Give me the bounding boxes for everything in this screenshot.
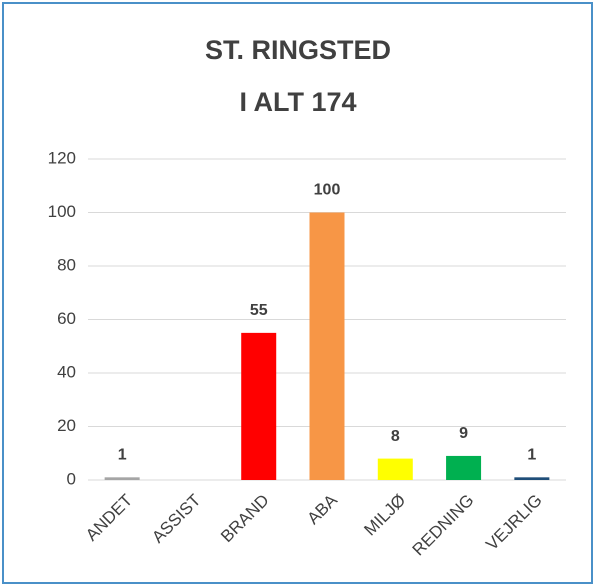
chart-title: I ALT 174 <box>239 87 356 117</box>
y-tick-label: 40 <box>57 362 76 381</box>
y-tick-label: 100 <box>48 202 76 221</box>
bar <box>241 332 277 480</box>
bar <box>514 477 550 480</box>
value-label: 9 <box>459 425 468 442</box>
value-label: 1 <box>527 447 536 464</box>
value-label: 55 <box>250 302 268 319</box>
chart-title: ST. RINGSTED <box>205 35 391 65</box>
y-tick-label: 80 <box>57 255 76 274</box>
y-tick-label: 0 <box>67 469 76 488</box>
value-label: 100 <box>314 182 341 199</box>
bar <box>446 455 482 480</box>
y-tick-label: 120 <box>48 148 76 167</box>
value-label: 1 <box>118 447 127 464</box>
bar <box>104 477 140 480</box>
y-tick-label: 20 <box>57 416 76 435</box>
bar <box>377 458 413 480</box>
value-label: 8 <box>391 428 400 445</box>
bar <box>309 212 345 480</box>
y-tick-label: 60 <box>57 309 76 328</box>
